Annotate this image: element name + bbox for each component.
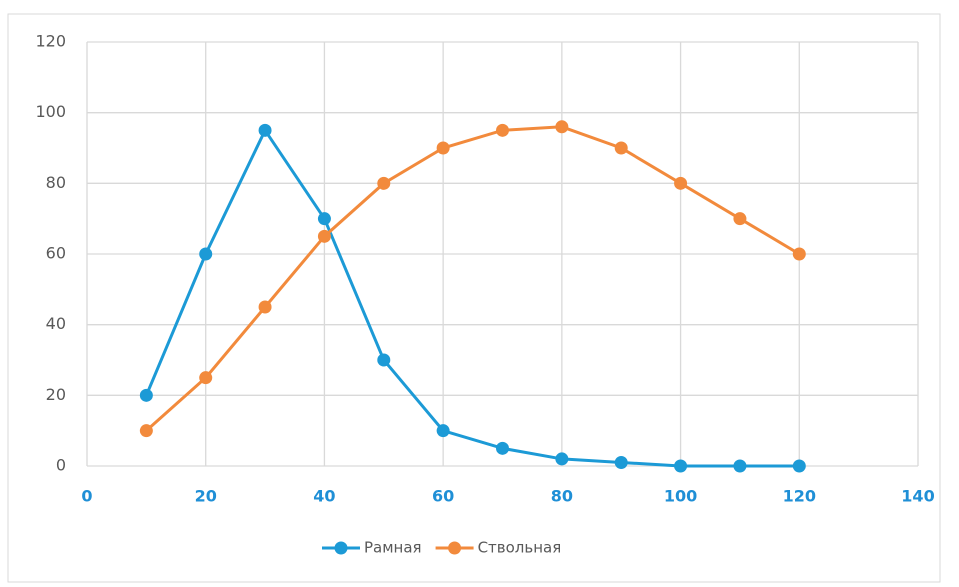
legend-marker bbox=[448, 541, 462, 555]
data-point bbox=[139, 424, 153, 438]
data-point bbox=[258, 123, 272, 137]
y-tick-label: 0 bbox=[56, 456, 66, 475]
x-tick-label: 20 bbox=[195, 487, 217, 506]
data-point bbox=[199, 247, 213, 261]
data-point bbox=[792, 459, 806, 473]
data-point bbox=[555, 120, 569, 134]
y-tick-label: 100 bbox=[35, 102, 66, 121]
legend-label: Рамная bbox=[364, 539, 422, 557]
legend-marker bbox=[334, 541, 348, 555]
data-point bbox=[496, 123, 509, 137]
data-point bbox=[733, 212, 747, 226]
data-point bbox=[555, 452, 569, 466]
x-tick-label: 140 bbox=[901, 487, 934, 506]
x-tick-label: 100 bbox=[664, 487, 697, 506]
y-tick-label: 80 bbox=[46, 173, 66, 192]
legend-item: Ствольная bbox=[435, 539, 562, 557]
data-point bbox=[317, 229, 331, 243]
data-point bbox=[258, 300, 272, 314]
data-point bbox=[317, 212, 331, 226]
legend-item: Рамная bbox=[322, 539, 422, 557]
chart-frame bbox=[7, 13, 941, 583]
data-point bbox=[792, 247, 806, 261]
data-point bbox=[614, 455, 628, 469]
data-point bbox=[733, 459, 747, 473]
series-line bbox=[145, 125, 801, 432]
data-point bbox=[199, 371, 213, 385]
y-tick-label: 40 bbox=[46, 314, 66, 333]
data-point bbox=[436, 141, 450, 155]
data-point bbox=[674, 459, 688, 473]
data-point bbox=[377, 353, 391, 367]
series-line bbox=[144, 127, 800, 468]
x-tick-label: 40 bbox=[313, 487, 335, 506]
data-point bbox=[614, 141, 628, 155]
x-tick-label: 80 bbox=[551, 487, 573, 506]
data-point bbox=[139, 388, 153, 402]
data-point bbox=[436, 424, 450, 438]
data-point bbox=[496, 441, 509, 455]
x-tick-label: 120 bbox=[783, 487, 816, 506]
data-point bbox=[674, 176, 688, 190]
y-tick-label: 120 bbox=[35, 32, 66, 51]
data-point bbox=[377, 176, 391, 190]
y-tick-label: 60 bbox=[46, 244, 66, 263]
x-tick-label: 0 bbox=[81, 487, 92, 506]
y-tick-label: 20 bbox=[46, 385, 66, 404]
x-tick-label: 60 bbox=[432, 487, 454, 506]
legend-label: Ствольная bbox=[478, 539, 562, 557]
